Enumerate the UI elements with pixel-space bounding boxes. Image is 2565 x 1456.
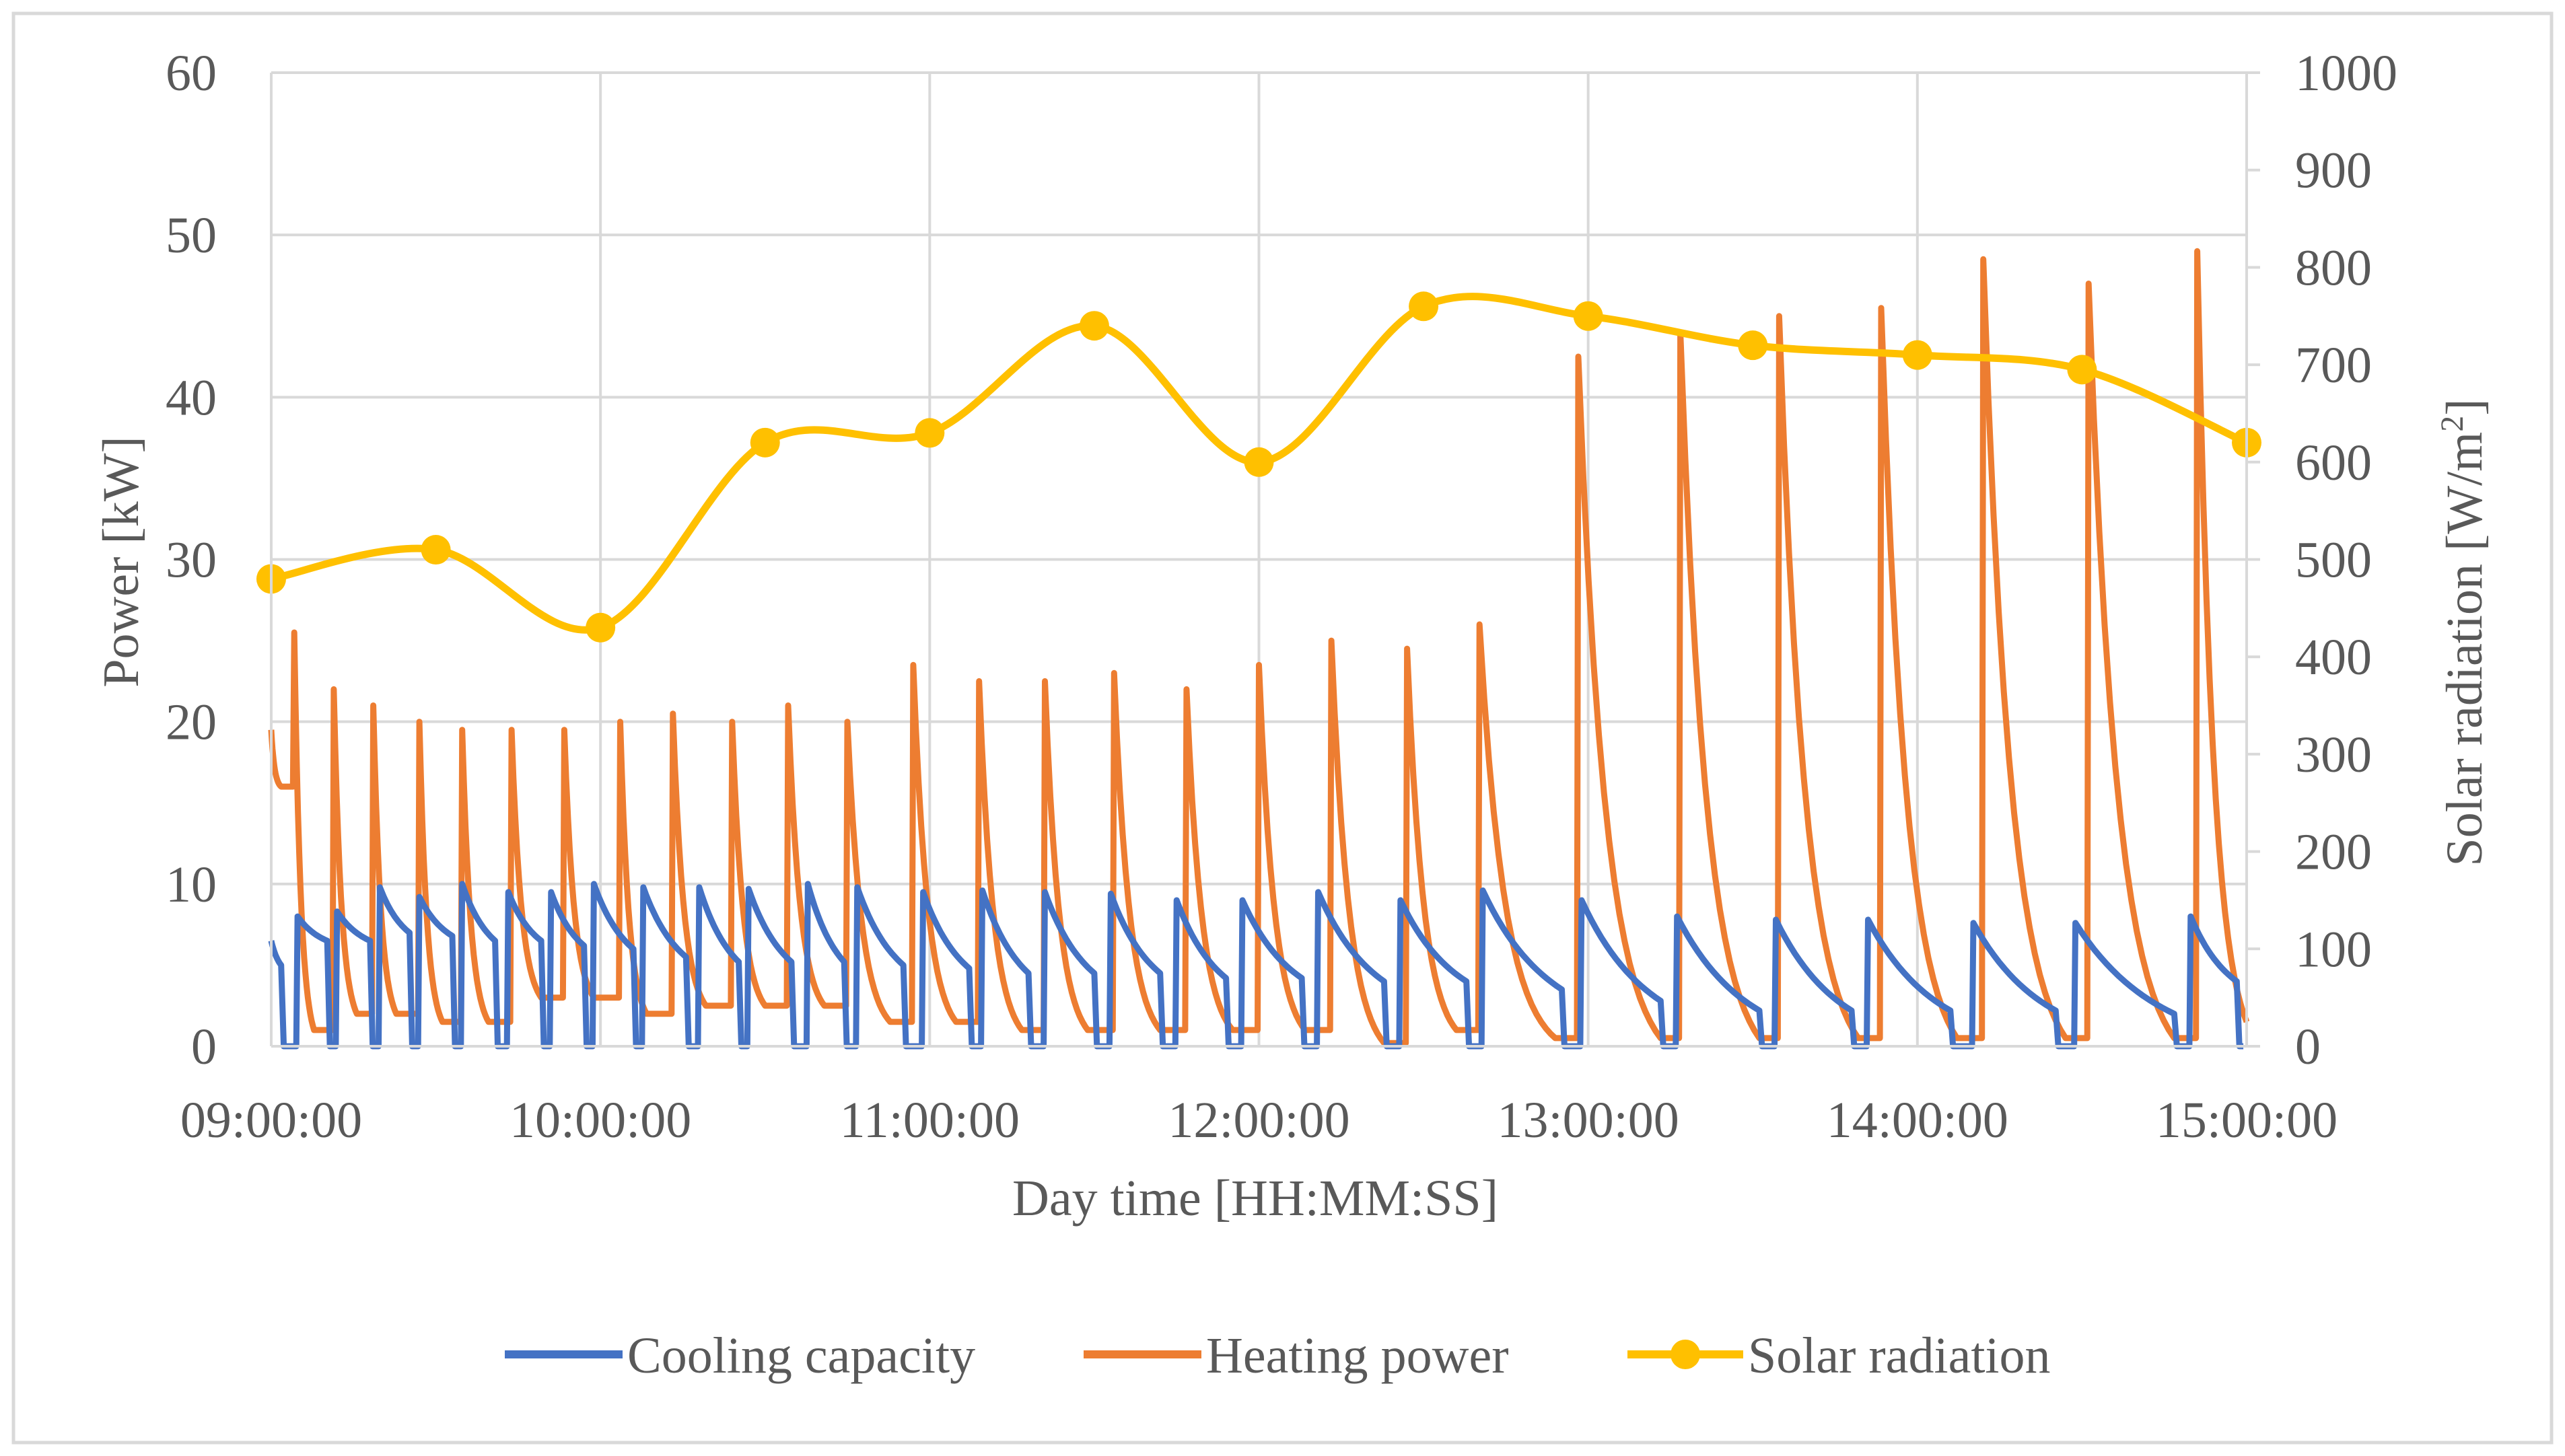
x-tick-label: 15:00:00 — [2156, 1092, 2338, 1149]
x-tick-label: 09:00:00 — [180, 1092, 362, 1149]
x-tick-label: 14:00:00 — [1827, 1092, 2008, 1149]
solar-radiation-point — [750, 427, 780, 458]
solar-radiation-point — [1902, 340, 1932, 370]
y-left-tick-label: 0 — [191, 1019, 217, 1075]
x-tick-label: 12:00:00 — [1168, 1092, 1349, 1149]
y-axis-right-title-close: ] — [2436, 398, 2493, 415]
y-right-tick-label: 1000 — [2295, 45, 2397, 102]
solar-radiation-point — [1738, 330, 1768, 361]
legend-label-solar: Solar radiation — [1748, 1327, 2051, 1384]
y-right-tick-label: 0 — [2295, 1019, 2321, 1075]
y-right-tick-label: 300 — [2295, 727, 2372, 783]
solar-radiation-point — [1079, 311, 1109, 341]
y-right-tick-label: 100 — [2295, 921, 2372, 978]
solar-radiation-point — [421, 535, 451, 565]
x-tick-label: 10:00:00 — [510, 1092, 691, 1149]
solar-radiation-point — [586, 612, 616, 643]
y-axis-right-title-sup: 2 — [2434, 416, 2470, 432]
y-right-tick-label: 600 — [2295, 435, 2372, 491]
legend-item-cooling: Cooling capacity — [505, 1327, 975, 1384]
solar-radiation-point — [1573, 301, 1603, 331]
legend-label-cooling: Cooling capacity — [627, 1327, 975, 1384]
heating-power-line — [268, 248, 2250, 1046]
x-axis-title: Day time [HH:MM:SS] — [1012, 1170, 1498, 1227]
chart-frame — [11, 11, 2554, 1445]
legend-label-heating: Heating power — [1206, 1327, 1509, 1384]
y-left-tick-label: 20 — [166, 694, 217, 751]
y-right-tick-label: 200 — [2295, 824, 2372, 881]
y-left-tick-label: 10 — [166, 857, 217, 913]
legend: Cooling capacity Heating power Solar rad… — [505, 1327, 2051, 1384]
y-axis-left-title: Power [kW] — [93, 436, 149, 688]
legend-item-solar: Solar radiation — [1627, 1327, 2051, 1384]
y-left-tick-label: 30 — [166, 532, 217, 589]
legend-marker-solar — [1671, 1340, 1700, 1369]
y-left-tick-label: 60 — [166, 45, 217, 102]
y-axis-right-title-main: Solar radiation [W/m — [2436, 432, 2493, 867]
y-right-tick-label: 900 — [2295, 143, 2372, 199]
solar-radiation-point — [2067, 355, 2097, 385]
x-tick-label: 11:00:00 — [840, 1092, 1020, 1149]
solar-radiation-point — [1244, 447, 1274, 477]
legend-item-heating: Heating power — [1084, 1327, 1509, 1384]
x-tick-label: 13:00:00 — [1498, 1092, 1679, 1149]
y-right-tick-label: 400 — [2295, 629, 2372, 686]
y-left-tick-label: 50 — [166, 207, 217, 264]
y-left-tick-label: 40 — [166, 369, 217, 426]
y-axis-right-title: Solar radiation [W/m2] — [2434, 398, 2493, 866]
y-right-tick-label: 800 — [2295, 240, 2372, 296]
axis-layer: 0102030405060010020030040050060070080090… — [166, 45, 2397, 1149]
y-right-tick-label: 500 — [2295, 532, 2372, 589]
solar-radiation-point — [915, 418, 945, 448]
solar-radiation-point — [1409, 291, 1439, 322]
y-right-tick-label: 700 — [2295, 337, 2372, 394]
